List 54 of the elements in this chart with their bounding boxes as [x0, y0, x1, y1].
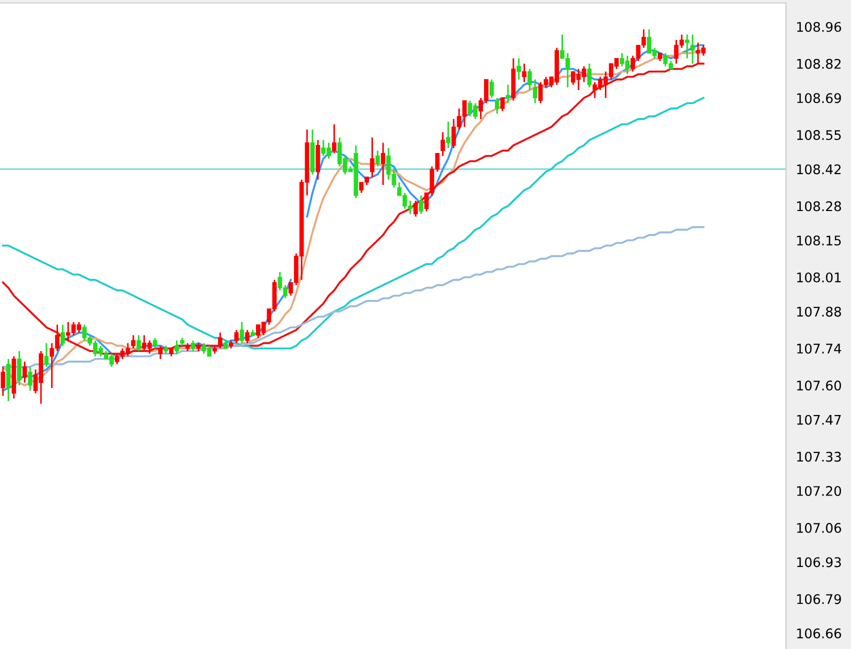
candlestick — [380, 142, 386, 186]
y-tick-label: 107.60 — [797, 380, 842, 391]
y-tick-label: 108.42 — [797, 164, 841, 174]
candlestick — [440, 131, 445, 157]
candlestick — [418, 194, 424, 215]
y-tick-label: 108.69 — [797, 93, 841, 104]
candlestick — [413, 200, 418, 218]
candlestick — [684, 34, 690, 60]
candlestick — [131, 334, 136, 350]
candlestick — [240, 321, 244, 344]
candlestick — [22, 360, 27, 384]
candlestick — [28, 366, 32, 392]
candlestick — [136, 334, 141, 352]
candlestick — [516, 58, 521, 80]
candlestick — [218, 332, 222, 350]
y-tick-label: 107.88 — [797, 306, 841, 317]
candlestick — [446, 120, 450, 149]
candlestick — [174, 340, 179, 354]
y-tick-label: 106.79 — [797, 594, 841, 604]
y-tick-label: 107.20 — [797, 486, 842, 496]
candlestick — [190, 340, 196, 352]
y-tick-label: 107.47 — [797, 414, 841, 425]
candlestick — [6, 358, 11, 402]
candlestick — [489, 78, 494, 99]
y-tick-label: 106.66 — [797, 628, 842, 638]
y-tick-label: 107.33 — [797, 452, 841, 462]
y-tick-label: 108.15 — [797, 236, 841, 246]
candlestick — [494, 97, 500, 115]
y-tick-label: 106.93 — [797, 557, 841, 568]
candlestick — [60, 324, 65, 347]
candlestick — [17, 350, 22, 386]
y-tick-label: 107.74 — [797, 344, 842, 354]
candlestick — [245, 329, 250, 344]
candlestick — [370, 136, 374, 178]
candlestick — [158, 345, 163, 360]
y-tick-label: 108.96 — [797, 22, 842, 32]
candlestick — [532, 78, 538, 104]
candlestick — [587, 62, 592, 88]
candlestick — [506, 84, 510, 104]
candlestick — [234, 329, 239, 344]
candlestick — [500, 97, 505, 112]
y-tick-label: 107.06 — [797, 522, 842, 533]
candlestick — [522, 62, 526, 83]
candlestick — [690, 34, 695, 64]
y-tick-label: 108.82 — [797, 58, 841, 69]
candlestick — [152, 337, 158, 350]
y-tick-label: 108.28 — [797, 201, 841, 212]
candlestick — [375, 150, 380, 168]
y-tick-label: 108.55 — [797, 130, 841, 140]
candlestick — [527, 68, 532, 91]
y-tick-label: 108.01 — [797, 272, 841, 282]
candlestick — [332, 124, 336, 154]
candlestick — [0, 366, 6, 397]
candlestick — [44, 342, 49, 368]
